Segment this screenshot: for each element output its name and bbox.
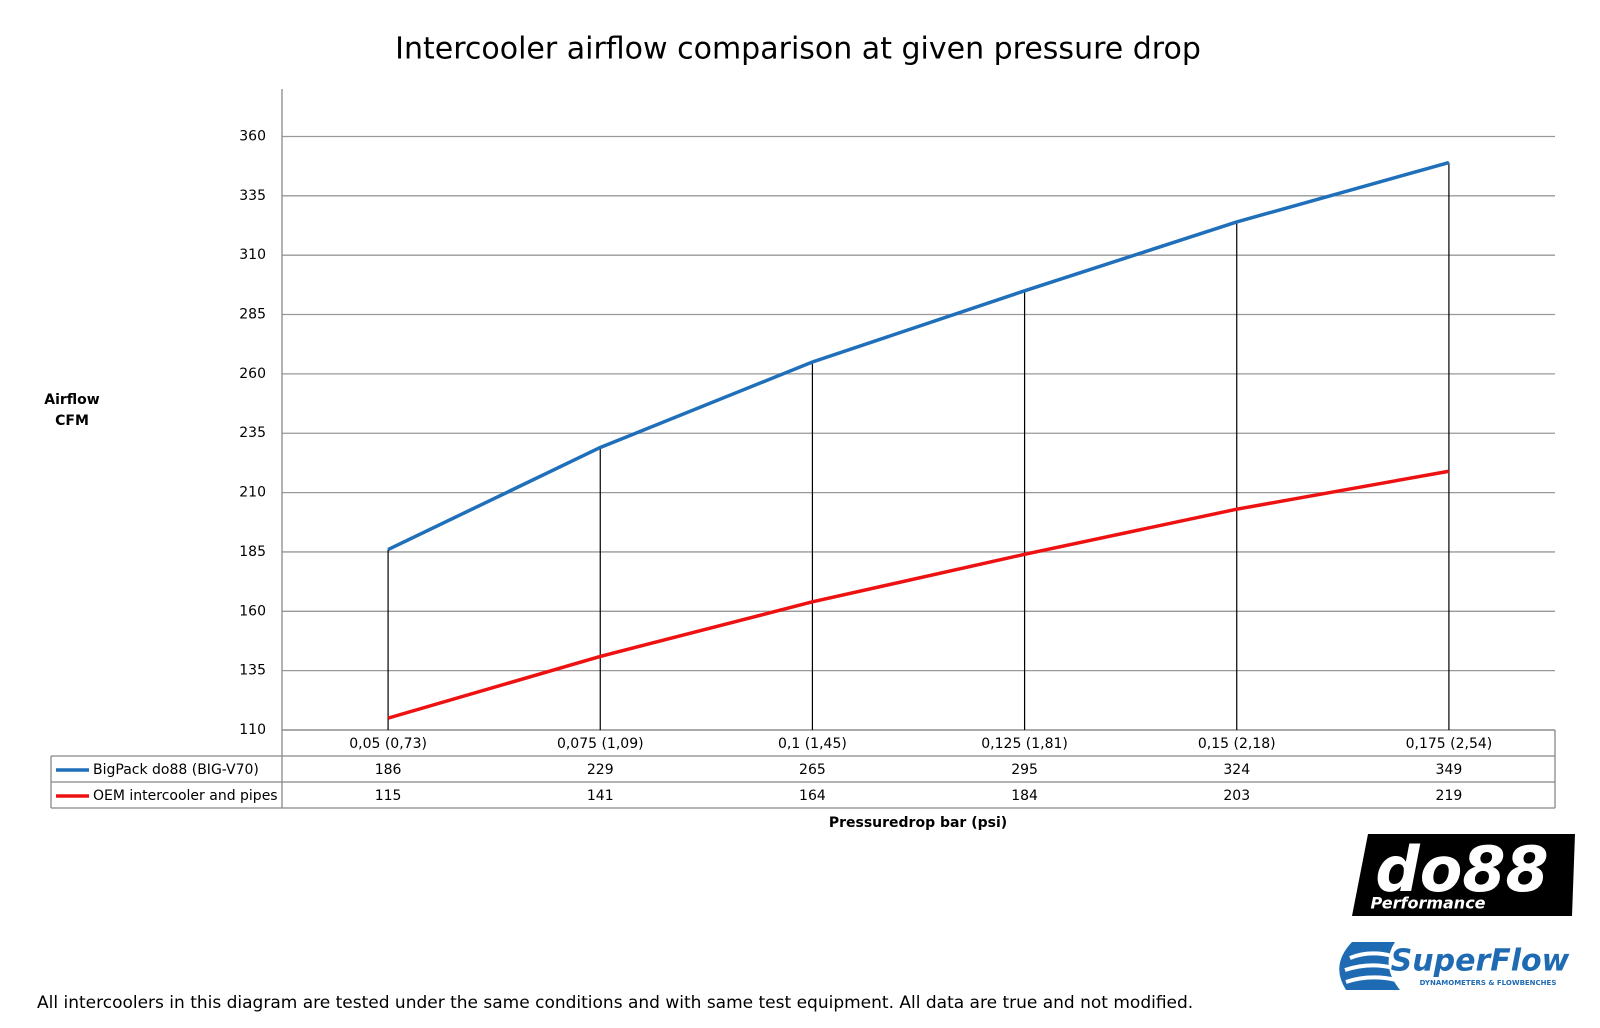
legend-label: BigPack do88 (BIG-V70) bbox=[93, 762, 259, 778]
table-value: 349 bbox=[1436, 762, 1463, 778]
x-tick-label: 0,175 (2,54) bbox=[1406, 736, 1493, 752]
table-value: 164 bbox=[799, 788, 826, 804]
table-value: 229 bbox=[587, 762, 614, 778]
y-tick-label: 335 bbox=[239, 188, 266, 204]
y-tick-label: 310 bbox=[239, 247, 266, 263]
y-tick-label: 210 bbox=[239, 485, 266, 501]
x-tick-label: 0,075 (1,09) bbox=[557, 736, 644, 752]
series-line bbox=[387, 160, 1450, 552]
logo-text: do88 bbox=[1375, 833, 1548, 906]
chart-title: Intercooler airflow comparison at given … bbox=[395, 32, 1201, 67]
logo-bg bbox=[1352, 834, 1575, 916]
x-axis-label: Pressuredrop bar (psi) bbox=[829, 815, 1007, 831]
table-value: 265 bbox=[799, 762, 826, 778]
y-tick-label: 110 bbox=[239, 722, 266, 738]
y-tick-label: 235 bbox=[239, 425, 266, 441]
legend-label: OEM intercooler and pipes bbox=[93, 788, 278, 804]
x-tick-label: 0,15 (2,18) bbox=[1198, 736, 1276, 752]
y-axis-label: Airflow bbox=[44, 392, 100, 408]
table-value: 219 bbox=[1436, 788, 1463, 804]
table-value: 186 bbox=[375, 762, 402, 778]
logo-subtext: DYNAMOMETERS & FLOWBENCHES bbox=[1420, 979, 1557, 987]
table-value: 324 bbox=[1223, 762, 1250, 778]
y-axis-label: CFM bbox=[55, 413, 89, 429]
y-tick-label: 160 bbox=[239, 603, 266, 619]
footnote: All intercoolers in this diagram are tes… bbox=[37, 993, 1193, 1013]
series-line bbox=[387, 469, 1450, 720]
y-tick-label: 135 bbox=[239, 663, 266, 679]
do88-logo: do88 Performance bbox=[1352, 833, 1575, 916]
table-value: 141 bbox=[587, 788, 614, 804]
x-tick-label: 0,05 (0,73) bbox=[349, 736, 427, 752]
y-tick-label: 285 bbox=[239, 307, 266, 323]
logo-text: SuperFlow bbox=[1391, 944, 1570, 979]
table-value: 203 bbox=[1223, 788, 1250, 804]
table-value: 184 bbox=[1011, 788, 1038, 804]
y-tick-label: 260 bbox=[239, 366, 266, 382]
logo-stripes bbox=[1344, 951, 1397, 984]
x-tick-label: 0,1 (1,45) bbox=[778, 736, 847, 752]
y-tick-label: 360 bbox=[239, 128, 266, 144]
table-value: 295 bbox=[1011, 762, 1038, 778]
logo-subtext: Performance bbox=[1370, 894, 1485, 913]
x-tick-label: 0,125 (1,81) bbox=[981, 736, 1068, 752]
table-value: 115 bbox=[375, 788, 402, 804]
y-tick-label: 185 bbox=[239, 544, 266, 560]
superflow-logo: SuperFlow DYNAMOMETERS & FLOWBENCHES bbox=[1339, 942, 1570, 990]
